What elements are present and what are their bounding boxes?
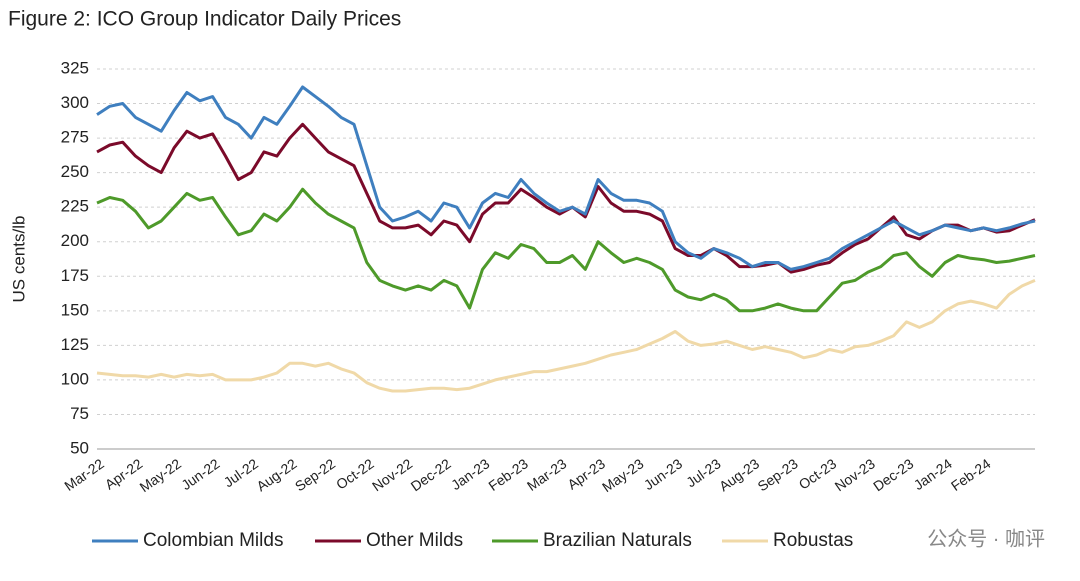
x-tick-label: Feb-24 [948, 455, 994, 494]
x-tick-label: Jan-23 [448, 455, 492, 493]
x-tick-label: Nov-22 [369, 455, 415, 494]
x-tick-label: Jun-23 [641, 455, 685, 493]
x-tick-label: Jun-22 [178, 455, 222, 493]
x-tick-label: Sep-22 [292, 455, 338, 494]
y-tick-label: 125 [61, 335, 89, 354]
y-tick-label: 225 [61, 197, 89, 216]
y-tick-label: 250 [61, 162, 89, 181]
x-tick-label: Oct-23 [796, 455, 840, 492]
x-tick-label: Oct-22 [333, 455, 377, 492]
x-tick-label: May-22 [137, 455, 185, 495]
chart-title: Figure 2: ICO Group Indicator Daily Pric… [8, 8, 401, 31]
y-tick-label: 75 [70, 404, 89, 423]
y-tick-label: 100 [61, 369, 89, 388]
x-tick-label: Nov-23 [832, 455, 878, 494]
y-tick-label: 275 [61, 128, 89, 147]
y-tick-label: 50 [70, 438, 89, 457]
x-tick-label: Mar-23 [524, 455, 570, 494]
series-line [96, 279, 1036, 393]
legend-label: Other Milds [366, 530, 463, 551]
y-axis-label: US cents/lb [9, 216, 28, 303]
x-tick-label: Feb-23 [485, 455, 531, 494]
series-line [96, 122, 1036, 274]
legend-label: Colombian Milds [143, 530, 283, 551]
x-tick-label: Jan-24 [911, 455, 955, 493]
x-tick-label: Dec-23 [870, 455, 916, 494]
x-tick-label: Aug-23 [716, 455, 762, 494]
legend-label: Robustas [773, 530, 853, 551]
series-line [96, 85, 1036, 271]
legend-label: Brazilian Naturals [543, 530, 692, 551]
x-tick-label: Sep-23 [755, 455, 801, 494]
y-tick-label: 175 [61, 266, 89, 285]
x-tick-label: Aug-22 [253, 455, 299, 494]
x-tick-label: Mar-22 [61, 455, 107, 494]
series-line [96, 187, 1036, 313]
x-tick-label: May-23 [599, 455, 647, 495]
y-tick-label: 325 [61, 58, 89, 77]
y-tick-label: 200 [61, 231, 89, 250]
y-tick-label: 150 [61, 300, 89, 319]
y-tick-label: 300 [61, 93, 89, 112]
x-tick-label: Dec-22 [408, 455, 454, 494]
watermark: 公众号 · 咖评 [927, 527, 1045, 550]
